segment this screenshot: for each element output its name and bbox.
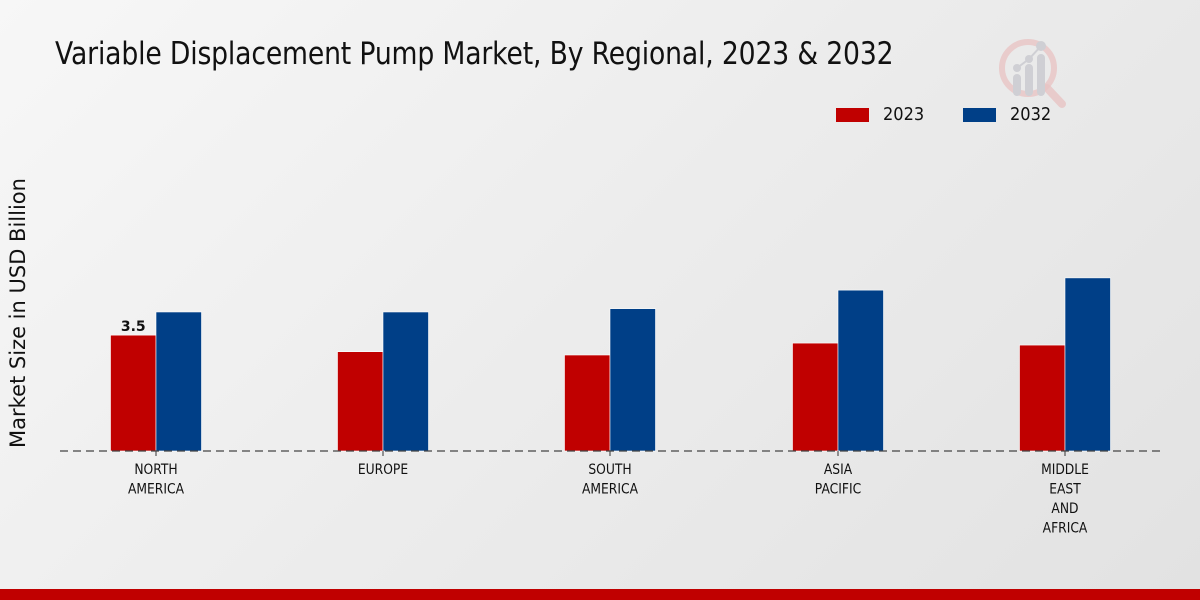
bar-2032-asia-pacific <box>838 290 884 451</box>
bar-2023-europe <box>338 352 384 451</box>
bar-2032-middle-east-and-africa <box>1065 278 1111 451</box>
bar-2023-asia-pacific <box>793 343 839 451</box>
x-tick-label: MIDDLE <box>1041 462 1089 478</box>
data-label: 3.5 <box>121 319 146 335</box>
x-tick-label: AFRICA <box>1043 521 1088 537</box>
x-tick-label: AMERICA <box>582 482 639 498</box>
bar-2032-south-america <box>610 309 656 451</box>
bar-2023-south-america <box>565 355 611 451</box>
x-tick-label: AND <box>1051 501 1078 517</box>
x-tick-label: ASIA <box>824 462 853 478</box>
bar-2023-north-america <box>111 335 157 451</box>
x-tick-label: SOUTH <box>588 462 631 478</box>
footer-band <box>0 589 1200 600</box>
x-tick-label: NORTH <box>134 462 177 478</box>
bar-2023-middle-east-and-africa <box>1020 345 1066 451</box>
x-tick-label: AMERICA <box>128 482 185 498</box>
x-tick-label: EAST <box>1049 482 1081 498</box>
bar-2032-north-america <box>156 312 202 451</box>
x-tick-label: EUROPE <box>358 462 408 478</box>
x-tick-label: PACIFIC <box>815 482 861 498</box>
bar-2032-europe <box>383 312 429 451</box>
